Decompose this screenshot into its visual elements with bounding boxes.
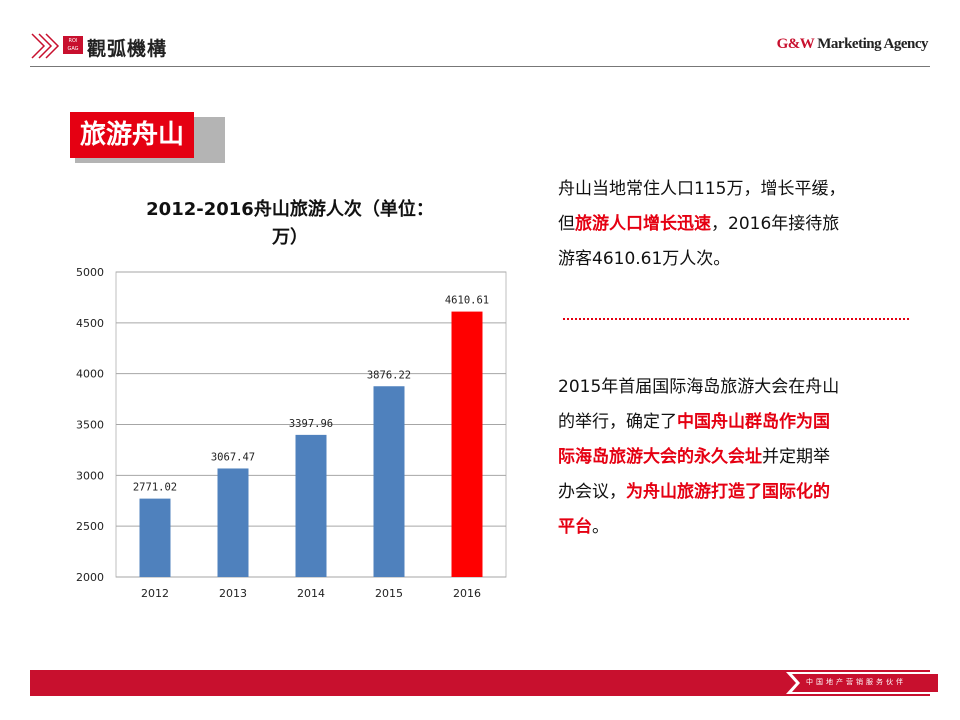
y-tick-label: 3000 bbox=[76, 469, 104, 482]
x-tick-label: 2012 bbox=[141, 587, 169, 600]
y-tick-label: 2500 bbox=[76, 520, 104, 533]
para2-highlight-1: 中国舟山群岛作为国 bbox=[677, 412, 830, 432]
data-label: 3067.47 bbox=[211, 451, 255, 463]
y-tick-label: 5000 bbox=[76, 266, 104, 279]
para2-line5-post: 。 bbox=[592, 517, 609, 537]
x-tick-label: 2013 bbox=[219, 587, 247, 600]
chart-title-line2: 万） bbox=[272, 227, 308, 248]
x-tick-label: 2015 bbox=[375, 587, 403, 600]
para2-line2-pre: 的举行，确定了 bbox=[558, 412, 677, 432]
bar bbox=[373, 386, 405, 577]
bar bbox=[295, 434, 327, 577]
paragraph-population: 舟山当地常住人口115万，增长平缓， 但旅游人口增长迅速，2016年接待旅 游客… bbox=[558, 172, 910, 277]
y-tick-label: 3500 bbox=[76, 419, 104, 432]
agency-name: G&W Marketing Agency bbox=[776, 36, 929, 53]
dotted-divider bbox=[563, 318, 909, 320]
footer-bar bbox=[30, 670, 930, 696]
chevron-logo-icon bbox=[31, 33, 60, 59]
logo-text: 觀弧機構 bbox=[87, 38, 168, 60]
y-tick-label: 2000 bbox=[76, 571, 104, 584]
chart-title-line1: 2012-2016舟山旅游人次（单位： bbox=[146, 199, 434, 220]
para2-highlight-4: 平台 bbox=[558, 517, 592, 537]
data-label: 3397.96 bbox=[289, 418, 333, 430]
bar bbox=[217, 468, 249, 577]
section-tag: 旅游舟山 bbox=[70, 112, 195, 158]
para1-highlight: 旅游人口增长迅速 bbox=[575, 214, 711, 234]
para2-line2: 的举行，确定了中国舟山群岛作为国 bbox=[558, 405, 910, 440]
bar bbox=[451, 311, 483, 577]
y-tick-label: 4500 bbox=[76, 317, 104, 330]
y-tick-label: 4000 bbox=[76, 368, 104, 381]
x-tick-label: 2016 bbox=[453, 587, 481, 600]
para2-line1: 2015年首届国际海岛旅游大会在舟山 bbox=[558, 377, 840, 397]
paragraph-conference: 2015年首届国际海岛旅游大会在舟山 的举行，确定了中国舟山群岛作为国 际海岛旅… bbox=[558, 370, 910, 545]
para2-line5: 平台。 bbox=[558, 510, 910, 545]
logo-mark: ROI GAG bbox=[63, 36, 83, 54]
para1-line2-pre: 但 bbox=[558, 214, 575, 234]
para2-line3: 际海岛旅游大会的永久会址并定期举 bbox=[558, 440, 910, 475]
para2-line3-post: 并定期举 bbox=[762, 447, 830, 467]
data-label: 3876.22 bbox=[367, 369, 411, 381]
footer-arrow-tab bbox=[786, 672, 938, 694]
footer-tagline: 中国地产营销服务伙伴 bbox=[806, 678, 906, 686]
header-divider bbox=[30, 66, 930, 67]
agency-brand: G&W bbox=[776, 36, 815, 52]
para1-line2: 但旅游人口增长迅速，2016年接待旅 bbox=[558, 207, 910, 242]
para2-line4-pre: 办会议， bbox=[558, 482, 626, 502]
para1-line2-post: ，2016年接待旅 bbox=[711, 214, 840, 234]
chart-title: 2012-2016舟山旅游人次（单位： 万） bbox=[100, 196, 480, 252]
para2-highlight-3: 为舟山旅游打造了国际化的 bbox=[626, 482, 830, 502]
para2-highlight-2: 际海岛旅游大会的永久会址 bbox=[558, 447, 762, 467]
para1-line1: 舟山当地常住人口115万，增长平缓， bbox=[558, 179, 846, 199]
para1-line3: 游客4610.61万人次。 bbox=[558, 249, 731, 269]
data-label: 2771.02 bbox=[133, 482, 177, 494]
agency-rest: Marketing Agency bbox=[814, 36, 928, 52]
bar-chart: 2000 2500 3000 3500 4000 4500 5000 2771.02 2012 3… bbox=[76, 266, 507, 600]
para2-line4: 办会议，为舟山旅游打造了国际化的 bbox=[558, 475, 910, 510]
data-label: 4610.61 bbox=[445, 295, 489, 307]
bar bbox=[139, 498, 171, 577]
x-tick-label: 2014 bbox=[297, 587, 325, 600]
